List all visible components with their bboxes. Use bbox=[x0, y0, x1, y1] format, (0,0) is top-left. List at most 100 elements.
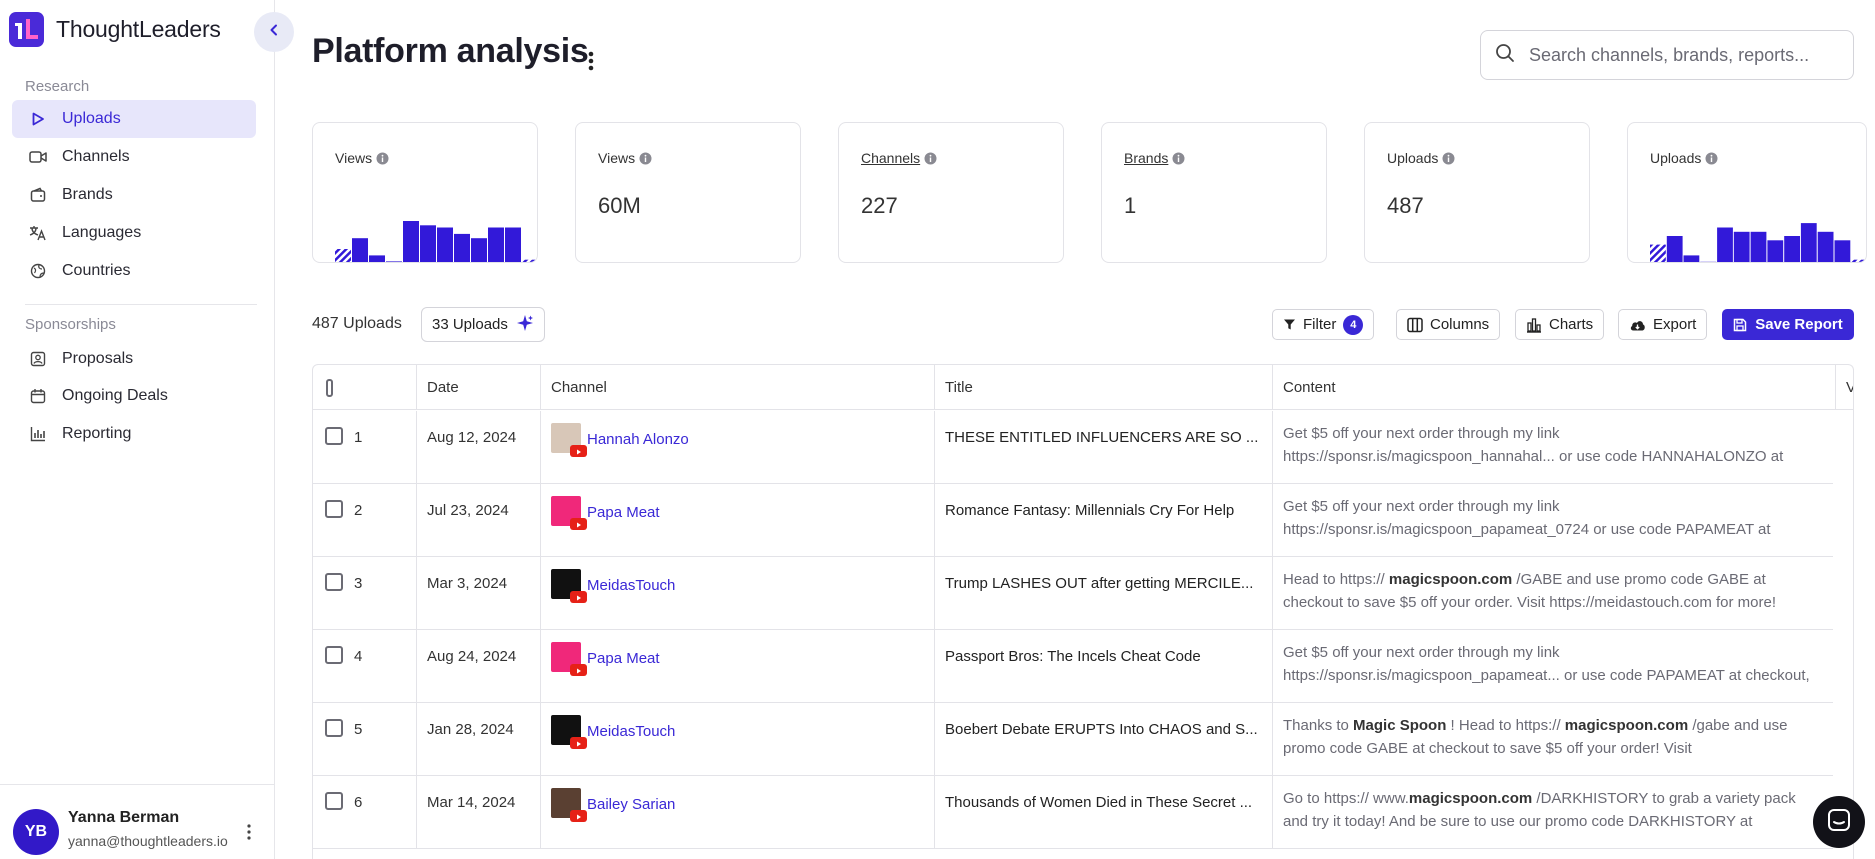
video-title[interactable]: Romance Fantasy: Millennials Cry For Hel… bbox=[945, 502, 1235, 519]
chart-bar[interactable] bbox=[1717, 227, 1733, 264]
channel-link[interactable]: Papa Meat bbox=[587, 504, 660, 521]
metric-card-uploads-chart[interactable]: Uploads bbox=[1627, 122, 1867, 263]
row-checkbox[interactable] bbox=[325, 646, 343, 664]
title-cell: Thousands of Women Died in These Secret … bbox=[935, 776, 1273, 849]
chart-bar[interactable] bbox=[1834, 240, 1851, 263]
sidebar-item-reporting[interactable]: Reporting bbox=[12, 415, 256, 453]
table-row[interactable]: 4 Aug 24, 2024 Papa Meat Passport Bros: The… bbox=[313, 630, 1833, 703]
row-checkbox[interactable] bbox=[325, 792, 343, 810]
row-checkbox[interactable] bbox=[325, 427, 343, 445]
sidebar-item-countries[interactable]: Countries bbox=[12, 252, 256, 290]
sidebar-item-uploads[interactable]: Uploads bbox=[12, 100, 256, 138]
table-row[interactable]: 2 Jul 23, 2024 Papa Meat Romance Fantasy: M… bbox=[313, 484, 1833, 557]
youtube-icon bbox=[570, 445, 587, 457]
channel-link[interactable]: Hannah Alonzo bbox=[587, 431, 689, 448]
column-header-title[interactable]: Title bbox=[935, 365, 1273, 410]
title-cell: Trump LASHES OUT after getting MERCILE..… bbox=[935, 557, 1273, 630]
chart-bar[interactable] bbox=[1666, 236, 1683, 263]
more-vertical-icon[interactable] bbox=[584, 48, 598, 74]
metric-card-brands[interactable]: Brands 1 bbox=[1101, 122, 1327, 263]
table-row[interactable]: 5 Jan 28, 2024 MeidasTouch Boebert Debate E… bbox=[313, 703, 1833, 776]
ai-filter-button[interactable]: 33 Uploads bbox=[421, 307, 545, 342]
charts-button[interactable]: Charts bbox=[1515, 309, 1605, 340]
filter-button[interactable]: Filter 4 bbox=[1272, 309, 1375, 340]
chart-bar[interactable] bbox=[454, 233, 470, 263]
card-value: 1 bbox=[1124, 193, 1137, 218]
chart-bar[interactable] bbox=[369, 255, 385, 263]
chart-bar[interactable] bbox=[386, 261, 402, 263]
save-report-button[interactable]: Save Report bbox=[1722, 309, 1854, 340]
row-checkbox[interactable] bbox=[325, 719, 343, 737]
search-input[interactable] bbox=[1529, 44, 1839, 66]
video-title[interactable]: Boebert Debate ERUPTS Into CHAOS and S..… bbox=[945, 721, 1258, 738]
more-vertical-icon[interactable] bbox=[244, 821, 254, 843]
metric-card-uploads[interactable]: Uploads 487 bbox=[1364, 122, 1590, 263]
columns-button[interactable]: Columns bbox=[1396, 309, 1501, 340]
video-title[interactable]: Thousands of Women Died in These Secret … bbox=[945, 794, 1253, 811]
column-header-content[interactable]: Content bbox=[1273, 365, 1836, 410]
sidebar-item-languages[interactable]: Languages bbox=[12, 214, 256, 252]
save-icon bbox=[1733, 318, 1747, 331]
video-title[interactable]: THESE ENTITLED INFLUENCERS ARE SO ... bbox=[945, 429, 1259, 446]
sidebar-item-channels[interactable]: Channels bbox=[12, 138, 256, 176]
partial-period-bar[interactable] bbox=[1851, 259, 1867, 263]
card-label: Views bbox=[335, 150, 389, 166]
sidebar-item-brands[interactable]: Brands bbox=[12, 176, 256, 214]
chart-bar[interactable] bbox=[471, 238, 487, 263]
chart-bar[interactable] bbox=[1733, 231, 1750, 263]
content-text-segment: /GABE and use promo code GABE at checkou… bbox=[1283, 571, 1777, 611]
sidebar-item-label: Proposals bbox=[62, 350, 134, 367]
metric-card-channels[interactable]: Channels 227 bbox=[838, 122, 1064, 263]
search-box[interactable] bbox=[1480, 30, 1854, 80]
channel-link[interactable]: MeidasTouch bbox=[587, 723, 676, 740]
partial-period-bar[interactable] bbox=[1650, 244, 1666, 263]
avatar[interactable]: YB bbox=[13, 809, 59, 855]
sidebar-item-proposals[interactable]: Proposals bbox=[12, 340, 256, 378]
video-title[interactable]: Trump LASHES OUT after getting MERCILE..… bbox=[945, 575, 1254, 592]
channel-link[interactable]: MeidasTouch bbox=[587, 577, 676, 594]
chart-bar[interactable] bbox=[1784, 236, 1800, 263]
support-chat-button[interactable] bbox=[1813, 796, 1865, 848]
partial-period-bar[interactable] bbox=[335, 249, 351, 263]
column-header-channel[interactable]: Channel bbox=[541, 365, 935, 410]
chart-bar[interactable] bbox=[352, 238, 368, 263]
sidebar-item-ongoing-deals[interactable]: Ongoing Deals bbox=[12, 377, 256, 415]
brand-name: ThoughtLeaders bbox=[56, 16, 221, 42]
column-header-extra[interactable]: V bbox=[1836, 365, 1853, 410]
brand[interactable]: ThoughtLeaders bbox=[9, 12, 221, 47]
chart-bar[interactable] bbox=[1817, 231, 1834, 263]
channel-link[interactable]: Papa Meat bbox=[587, 650, 660, 667]
partial-period-bar[interactable] bbox=[522, 259, 538, 263]
chart-bar[interactable] bbox=[1800, 223, 1817, 263]
views-sparkline-chart bbox=[335, 221, 538, 264]
row-checkbox[interactable] bbox=[325, 500, 343, 518]
chart-bar[interactable] bbox=[505, 227, 521, 264]
sidebar-item-label: Reporting bbox=[62, 425, 132, 442]
chart-bar[interactable] bbox=[1750, 231, 1767, 263]
chart-bar[interactable] bbox=[437, 227, 453, 264]
column-header-date[interactable]: Date bbox=[417, 365, 541, 410]
chart-bar[interactable] bbox=[1683, 255, 1700, 263]
channel-cell: Bailey Sarian bbox=[541, 776, 935, 849]
row-checkbox[interactable] bbox=[325, 573, 343, 591]
chart-bar[interactable] bbox=[488, 227, 504, 264]
chart-bar[interactable] bbox=[420, 225, 436, 263]
collapse-sidebar-button[interactable] bbox=[254, 12, 294, 52]
table-row[interactable]: 1 Aug 12, 2024 Hannah Alonzo THESE ENTITLED… bbox=[313, 411, 1833, 484]
card-label-link[interactable]: Channels bbox=[861, 150, 921, 166]
chart-bar[interactable] bbox=[1700, 261, 1717, 263]
card-label-link[interactable]: Brands bbox=[1124, 150, 1169, 166]
metric-card-views[interactable]: Views 60M bbox=[575, 122, 801, 263]
select-all-checkbox[interactable] bbox=[326, 378, 333, 397]
metric-card-views-chart[interactable]: Views bbox=[312, 122, 538, 263]
title-cell: Passport Bros: The Incels Cheat Code bbox=[935, 630, 1273, 703]
channel-link[interactable]: Bailey Sarian bbox=[587, 796, 676, 813]
chart-bar[interactable] bbox=[403, 221, 419, 263]
table-row[interactable]: 3 Mar 3, 2024 MeidasTouch Trump LASHES OUT … bbox=[313, 557, 1833, 630]
table-row[interactable]: 6 Mar 14, 2024 Bailey Sarian Thousands of W… bbox=[313, 776, 1833, 849]
info-icon bbox=[376, 152, 389, 164]
sparkle-icon bbox=[516, 314, 534, 336]
video-title[interactable]: Passport Bros: The Incels Cheat Code bbox=[945, 648, 1201, 665]
chart-bar[interactable] bbox=[1767, 240, 1784, 263]
export-button[interactable]: Export bbox=[1618, 309, 1708, 340]
